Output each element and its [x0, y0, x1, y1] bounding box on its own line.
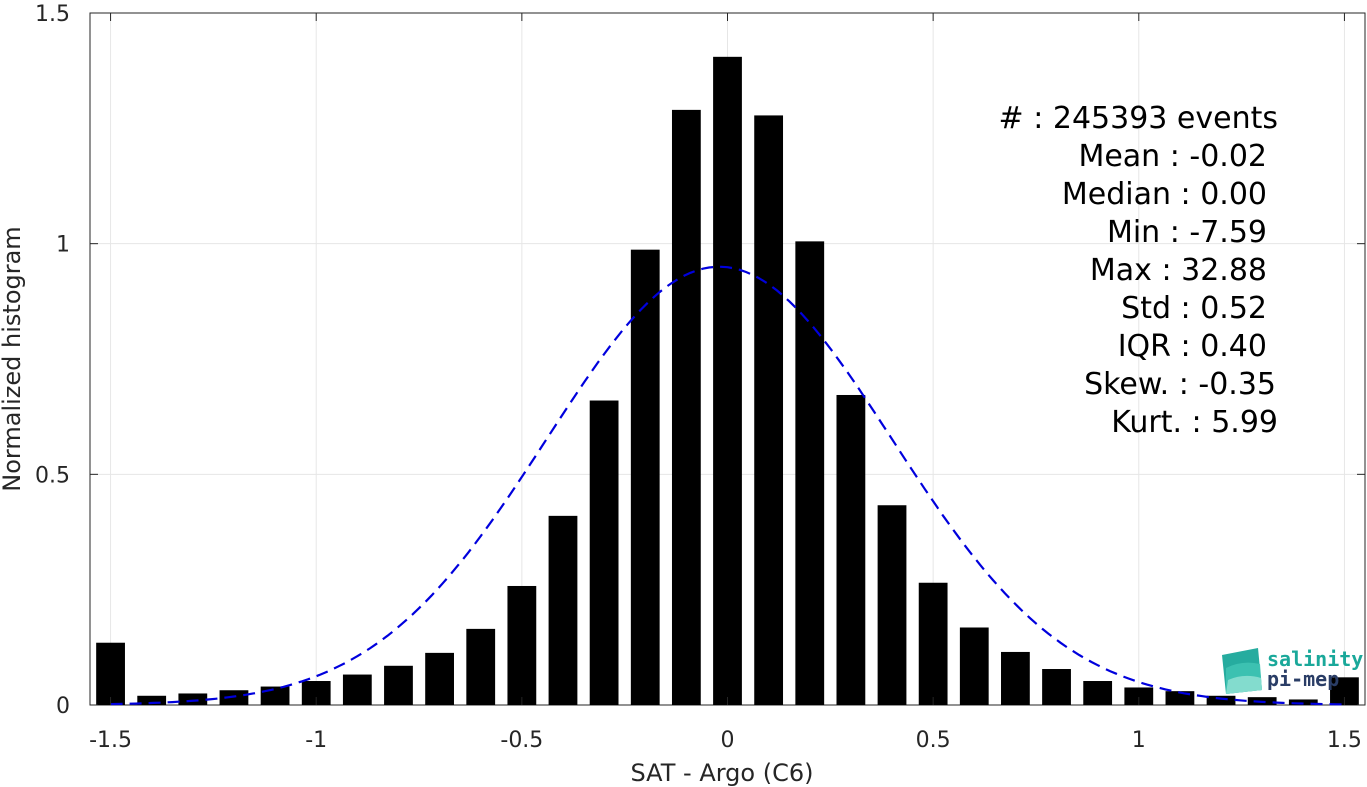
- histogram-bar-1: [137, 695, 167, 705]
- histogram-bar-14: [671, 109, 701, 705]
- histogram-bar-24: [1083, 681, 1113, 705]
- stat-median: Median : 0.00: [1062, 177, 1267, 212]
- histogram-bar-5: [301, 681, 331, 705]
- salinity-pimep-logo: salinity pi-mep: [1222, 647, 1363, 694]
- histogram-bar-16: [754, 115, 784, 705]
- histogram-bar-3: [219, 690, 249, 705]
- histogram-bar-7: [384, 665, 413, 705]
- y-tick-label-1: 0.5: [35, 463, 70, 488]
- histogram-bar-23: [1042, 669, 1071, 705]
- histogram-bar-6: [342, 674, 372, 705]
- histogram-bar-12: [589, 400, 619, 705]
- y-axis-label: Normalized histogram: [0, 226, 26, 491]
- wave-logo-icon: [1222, 648, 1262, 694]
- y-tick-label-0: 0: [56, 694, 70, 719]
- histogram-bar-4: [260, 686, 290, 705]
- logo-text-line2: pi-mep: [1267, 667, 1339, 691]
- histogram-bar-10: [507, 585, 537, 705]
- stat-skew: Skew. : -0.35: [1084, 367, 1276, 402]
- x-tick-label-6: 1.5: [1327, 728, 1362, 753]
- histogram-bar-27: [1206, 695, 1236, 705]
- histogram-bar-8: [425, 652, 454, 705]
- x-tick-label-4: 0.5: [916, 728, 951, 753]
- histogram-bar-22: [1001, 651, 1030, 705]
- x-tick-label-5: 1: [1132, 728, 1146, 753]
- stat-iqr: IQR : 0.40: [1118, 329, 1267, 364]
- logo-text-line1: salinity: [1267, 647, 1363, 671]
- x-tick-label-2: -0.5: [500, 728, 543, 753]
- stat-mean: Mean : -0.02: [1078, 139, 1267, 174]
- histogram-bars: [96, 56, 1359, 706]
- histogram-bar-0: [96, 642, 125, 705]
- stats-box: # : 245393 events Mean : -0.02 Median : …: [999, 101, 1278, 440]
- histogram-bar-9: [466, 628, 496, 705]
- histogram-bar-11: [548, 515, 578, 705]
- histogram-bar-25: [1124, 687, 1154, 705]
- histogram-bar-15: [713, 56, 742, 706]
- x-axis-label: SAT - Argo (C6): [631, 759, 814, 787]
- histogram-bar-21: [959, 627, 989, 705]
- histogram-bar-17: [795, 241, 825, 706]
- x-tick-label-0: -1.5: [89, 728, 132, 753]
- y-axis-ticks: 0 0.5 1 1.5: [35, 2, 1365, 719]
- histogram-bar-2: [178, 693, 208, 705]
- y-tick-label-3: 1.5: [35, 2, 70, 27]
- histogram-bar-20: [918, 582, 948, 705]
- stat-kurt: Kurt. : 5.99: [1111, 405, 1278, 440]
- histogram-bar-19: [877, 505, 907, 705]
- x-axis-ticks: -1.5 -1 -0.5 0 0.5 1 1.5: [89, 13, 1362, 753]
- histogram-bar-13: [630, 249, 660, 705]
- x-tick-label-1: -1: [305, 728, 327, 753]
- stat-min: Min : -7.59: [1107, 215, 1267, 250]
- y-tick-label-2: 1: [56, 233, 70, 258]
- histogram-bar-29: [1288, 699, 1318, 705]
- stat-std: Std : 0.52: [1121, 291, 1267, 326]
- stat-max: Max : 32.88: [1090, 253, 1267, 288]
- histogram-bar-18: [836, 394, 866, 705]
- gaussian-fit-curve: [110, 265, 1345, 706]
- x-tick-label-3: 0: [721, 728, 735, 753]
- stat-events: # : 245393 events: [999, 101, 1278, 136]
